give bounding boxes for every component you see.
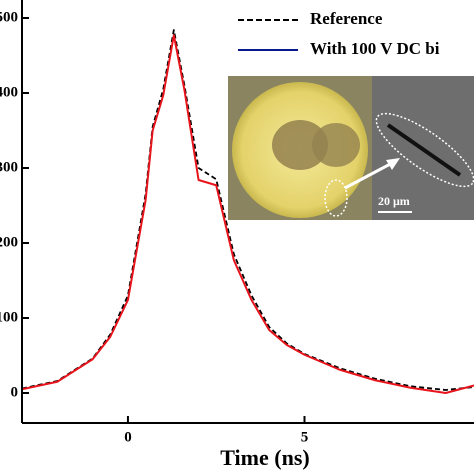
- x-tick-label: 5: [301, 429, 309, 445]
- y-tick-label: 300: [0, 159, 18, 175]
- y-tick-label: 0: [11, 384, 19, 400]
- y-tick-label: 400: [0, 84, 18, 100]
- legend-label: Reference: [310, 9, 383, 28]
- line-series: [22, 29, 474, 391]
- y-tick-label: 100: [0, 309, 18, 325]
- arrow-head: [386, 158, 400, 170]
- highlight: [324, 179, 348, 217]
- inset-image: 20 μm: [228, 76, 474, 220]
- cell: [312, 123, 360, 167]
- y-tick-label: 200: [0, 234, 18, 250]
- cell: [272, 120, 328, 170]
- y-tick-label: 500: [0, 9, 18, 25]
- scale-bar-label: 20 μm: [378, 194, 410, 208]
- legend-label: With 100 V DC bi: [310, 39, 440, 58]
- x-tick-label: 0: [124, 429, 132, 445]
- crack: [386, 123, 462, 177]
- plot-area: [22, 29, 474, 394]
- x-axis-label: Time (ns): [220, 445, 309, 470]
- arrow: [344, 160, 395, 190]
- line-series: [22, 34, 474, 394]
